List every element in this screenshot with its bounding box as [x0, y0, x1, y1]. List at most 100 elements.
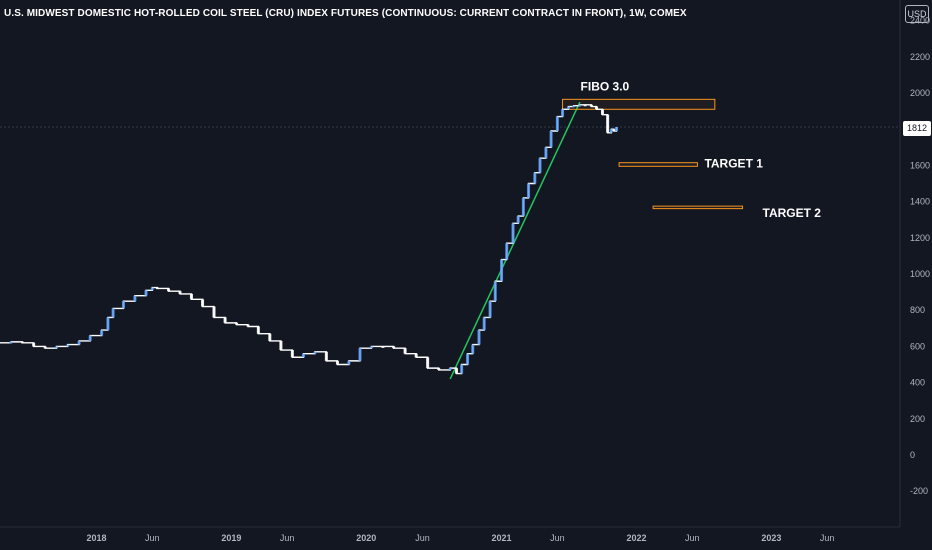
price-bar: [268, 333, 272, 341]
price-bar: [516, 216, 520, 224]
price-bar: [500, 259, 504, 282]
x-tick-label: Jun: [280, 533, 295, 543]
annotation-box-1[interactable]: [562, 98, 716, 110]
y-tick-label: 0: [910, 450, 915, 460]
price-bar: [9, 341, 13, 344]
price-bar: [21, 341, 25, 344]
price-bar: [279, 340, 283, 351]
price-bar: [505, 243, 509, 260]
price-bar: [256, 326, 260, 334]
y-tick-label: 600: [910, 341, 925, 351]
y-tick-label: 2200: [910, 52, 930, 62]
price-bar: [471, 344, 475, 354]
y-tick-label: 1000: [910, 269, 930, 279]
price-bar: [527, 183, 531, 198]
y-tick-label: 800: [910, 305, 925, 315]
price-bar: [335, 360, 339, 365]
x-tick-label: Jun: [685, 533, 700, 543]
annotation-box-3[interactable]: [652, 205, 744, 210]
price-bar: [381, 346, 385, 348]
price-bar: [133, 295, 137, 302]
currency-button[interactable]: USD: [905, 5, 929, 23]
price-bar: [246, 324, 250, 327]
y-tick-label: 1200: [910, 233, 930, 243]
price-bar: [488, 301, 492, 318]
price-bar: [43, 346, 47, 349]
y-tick-label: -200: [910, 486, 928, 496]
y-tick-label: 1400: [910, 197, 930, 207]
price-bar: [66, 344, 70, 347]
price-bar: [403, 348, 407, 354]
price-bar: [572, 105, 576, 108]
y-axis: 2400220020001800160014001200100080060040…: [910, 16, 930, 497]
price-bar: [482, 317, 486, 331]
price-bar: [566, 106, 570, 110]
trend-line[interactable]: [449, 101, 581, 380]
x-tick-label: 2020: [356, 533, 376, 543]
y-tick-label: 1600: [910, 160, 930, 170]
price-bar: [313, 351, 317, 354]
last-price-tag: 1812: [903, 121, 931, 136]
annotation-box-2[interactable]: [618, 162, 698, 167]
price-bar: [55, 346, 59, 349]
price-bar: [426, 357, 430, 369]
price-bar: [290, 350, 294, 358]
price-bar: [549, 131, 553, 148]
y-tick-label: 200: [910, 414, 925, 424]
x-tick-label: Jun: [550, 533, 565, 543]
x-tick-label: Jun: [415, 533, 430, 543]
x-tick-label: 2018: [86, 533, 106, 543]
annotations-layer[interactable]: FIBO 3.0 TARGET 1 TARGET 2: [449, 79, 821, 380]
price-bar: [595, 106, 599, 110]
x-tick-label: 2021: [492, 533, 512, 543]
x-tick-label: Jun: [820, 533, 835, 543]
price-bar: [609, 129, 613, 133]
price-bar: [606, 114, 610, 133]
y-tick-label: 2000: [910, 88, 930, 98]
price-bar: [111, 308, 115, 318]
price-bar: [324, 351, 328, 361]
price-bar: [538, 158, 542, 173]
price-bar: [178, 291, 182, 294]
price-bar: [466, 353, 470, 365]
price-bar: [454, 368, 458, 374]
price-bar: [88, 335, 92, 341]
price-bar: [121, 301, 125, 309]
price-bar: [589, 104, 593, 107]
annotation-label: TARGET 1: [704, 157, 763, 171]
price-bar: [358, 348, 362, 361]
price-bar: [77, 340, 81, 345]
annotation-label: FIBO 3.0: [581, 79, 630, 93]
price-bar: [521, 197, 525, 217]
x-tick-label: 2022: [626, 533, 646, 543]
price-series: [0, 104, 619, 375]
price-bar: [167, 288, 171, 292]
price-bar: [600, 109, 604, 115]
price-bar: [144, 290, 148, 296]
price-bar: [201, 299, 205, 307]
price-bar: [32, 342, 36, 347]
price-bar: [555, 116, 559, 132]
price-bar: [155, 287, 159, 290]
price-bar: [561, 109, 565, 117]
x-axis: 2018 Jun 2019 Jun 2020 Jun 2021 Jun 2022 Jun 2023 J…: [86, 533, 834, 543]
price-bar: [150, 287, 154, 291]
x-tick-label: 2019: [221, 533, 241, 543]
price-bar: [583, 104, 587, 107]
price-bar: [612, 129, 616, 132]
price-bar: [347, 360, 351, 365]
price-bar: [533, 172, 537, 184]
price-bar: [301, 353, 305, 358]
x-tick-label: Jun: [145, 533, 160, 543]
price-bar: [448, 368, 452, 370]
price-bar: [392, 346, 396, 349]
price-bar: [511, 223, 515, 244]
price-bar: [369, 346, 373, 349]
price-bar: [437, 368, 441, 370]
price-bar: [477, 330, 481, 345]
price-bar: [212, 306, 216, 318]
price-bar: [235, 322, 239, 325]
y-tick-label: 2400: [910, 16, 930, 26]
price-bar: [223, 317, 227, 323]
